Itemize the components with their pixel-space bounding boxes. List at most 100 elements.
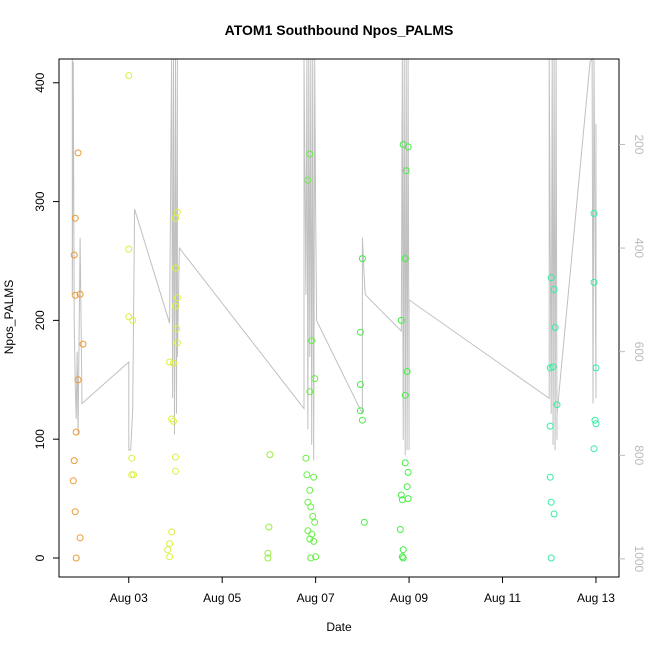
y-axis-label: Npos_PALMS	[2, 280, 16, 354]
data-point	[358, 255, 366, 263]
data-point	[546, 364, 554, 372]
data-point	[403, 368, 411, 375]
data-point	[173, 208, 181, 216]
data-point	[399, 546, 407, 554]
data-point	[166, 540, 174, 548]
data-point	[546, 422, 554, 430]
data-point	[397, 491, 405, 499]
data-point	[397, 316, 405, 324]
data-point	[125, 245, 133, 253]
data-point	[166, 553, 174, 561]
data-point	[306, 388, 314, 396]
data-point	[308, 337, 316, 345]
data-point	[71, 291, 79, 299]
y-tick-label: 400	[33, 72, 47, 92]
data-point	[172, 302, 179, 310]
data-point	[164, 546, 172, 554]
data-point	[303, 471, 311, 479]
y2-tick-label: 200	[632, 134, 646, 154]
data-point	[590, 209, 598, 217]
data-point	[547, 554, 555, 562]
y2-tick-label: 1000	[632, 546, 646, 573]
data-point	[592, 364, 600, 372]
data-point	[173, 294, 181, 302]
data-point	[403, 483, 411, 491]
data-point	[130, 471, 138, 479]
data-point	[404, 143, 412, 151]
data-point	[302, 454, 310, 462]
data-point	[396, 526, 404, 533]
data-point	[170, 417, 177, 425]
x-tick-label: Aug 03	[110, 591, 148, 605]
data-point	[402, 167, 410, 175]
x-axis-label: Date	[326, 620, 352, 634]
chart-title: ATOM1 Southbound Npos_PALMS	[225, 22, 454, 38]
data-point	[401, 255, 409, 263]
x-tick-label: Aug 13	[577, 591, 615, 605]
data-point	[358, 416, 366, 424]
data-point	[172, 467, 179, 475]
data-point	[70, 457, 78, 465]
data-point	[72, 428, 80, 436]
data-point	[311, 518, 319, 526]
data-point	[76, 534, 84, 542]
x-tick-label: Aug 11	[484, 591, 521, 605]
data-point	[312, 553, 320, 561]
data-point	[172, 264, 179, 272]
data-point	[128, 454, 136, 462]
data-point	[547, 498, 555, 506]
x-tick-label: Aug 09	[390, 591, 428, 605]
data-point	[264, 549, 272, 557]
data-point	[592, 420, 600, 428]
data-point	[166, 358, 174, 366]
data-point	[304, 527, 312, 535]
y-tick-label: 100	[33, 429, 47, 449]
data-point	[74, 149, 82, 157]
data-point	[128, 471, 136, 479]
data-point	[546, 473, 554, 481]
data-point	[356, 381, 364, 388]
data-point	[399, 554, 407, 562]
data-point	[591, 416, 599, 424]
data-point	[356, 407, 364, 415]
y2-tick-label: 800	[632, 445, 646, 465]
data-point	[310, 473, 318, 481]
secondary-track-line	[71, 57, 597, 461]
data-point	[69, 477, 77, 485]
data-point	[404, 495, 412, 503]
data-point	[266, 451, 274, 459]
data-point	[401, 459, 409, 467]
y-tick-label: 200	[33, 310, 47, 330]
data-point	[309, 512, 317, 520]
data-point	[265, 523, 273, 531]
y-tick-label: 300	[33, 191, 47, 211]
data-point	[304, 176, 312, 184]
data-point	[125, 313, 133, 321]
axes-layer: Aug 03 Aug 05 Aug 07 Aug 09 Aug 11 Aug 13 0 100…	[33, 58, 646, 605]
data-point	[71, 214, 79, 222]
data-point	[173, 339, 181, 347]
data-point	[129, 316, 137, 324]
data-point	[308, 530, 316, 538]
data-point	[70, 251, 78, 259]
data-point	[356, 328, 364, 336]
data-point	[398, 553, 406, 561]
data-point	[551, 324, 559, 331]
data-point	[550, 286, 558, 293]
data-point	[74, 376, 82, 384]
data-point	[401, 391, 409, 399]
data-point	[311, 375, 319, 383]
data-point	[307, 554, 315, 562]
data-point	[306, 150, 314, 158]
data-point	[553, 401, 561, 409]
data-point	[547, 274, 555, 282]
data-point	[590, 278, 598, 286]
data-point	[125, 72, 133, 80]
data-point	[172, 453, 179, 461]
x-tick-label: Aug 05	[203, 591, 241, 605]
points-layer	[69, 72, 600, 562]
data-point	[170, 359, 177, 367]
secondary-track-layer	[71, 57, 597, 461]
